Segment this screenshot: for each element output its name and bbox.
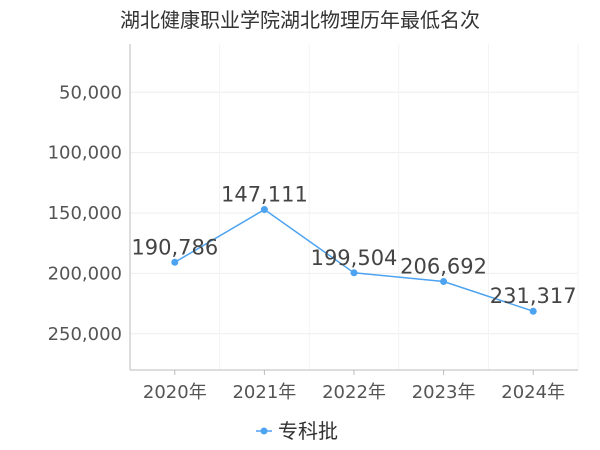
- chart-title: 湖北健康职业学院湖北物理历年最低名次: [120, 8, 480, 32]
- legend-point-marker: [260, 427, 268, 435]
- grid: [129, 44, 579, 370]
- x-tick-label: 2023年: [412, 382, 476, 403]
- x-tick-label: 2024年: [501, 382, 565, 403]
- data-point[interactable]: [171, 258, 179, 266]
- data-label: 206,692: [400, 254, 487, 278]
- data-label: 190,786: [131, 235, 218, 259]
- axes: 50,000 100,000 150,000 200,000 250,000 2020年 2…: [48, 44, 578, 403]
- data-label: 199,504: [311, 246, 398, 270]
- data-point[interactable]: [260, 206, 268, 214]
- y-tick-label: 150,000: [48, 203, 122, 224]
- data-label: 231,317: [490, 284, 577, 308]
- x-tick-label: 2021年: [232, 382, 296, 403]
- y-tick-label: 100,000: [48, 143, 122, 164]
- y-tick-label: 50,000: [59, 82, 122, 103]
- data-point[interactable]: [350, 269, 358, 277]
- legend[interactable]: 专科批: [256, 419, 338, 443]
- data-label: 147,111: [221, 183, 308, 207]
- x-tick-label: 2022年: [322, 382, 386, 403]
- x-tick-label: 2020年: [143, 382, 207, 403]
- data-point[interactable]: [440, 277, 448, 285]
- y-tick-label: 250,000: [48, 324, 122, 345]
- y-tick-label: 200,000: [48, 263, 122, 284]
- data-point[interactable]: [529, 307, 537, 315]
- series: [171, 206, 537, 315]
- legend-label-zhuankepi: 专科批: [278, 419, 338, 443]
